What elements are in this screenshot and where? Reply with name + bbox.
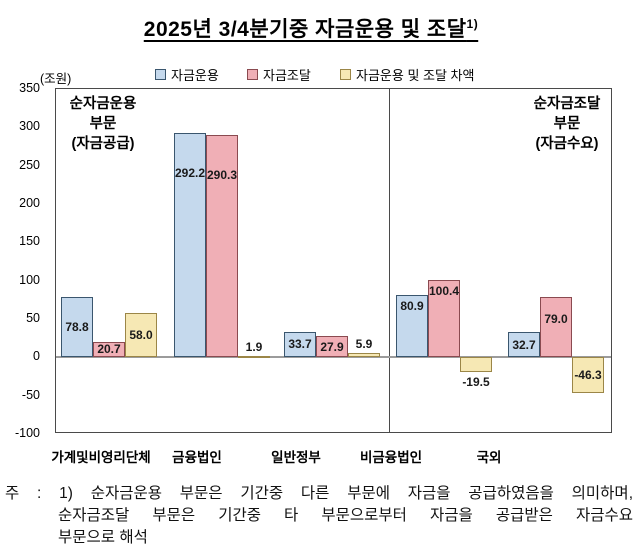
bar-자금조달 [93, 341, 125, 358]
legend-item-funds-use: 자금운용 [155, 66, 219, 83]
legend-swatch-yellow-icon [340, 68, 351, 80]
value-label: 32.7 [512, 337, 536, 352]
bar-자금조달 [316, 335, 348, 358]
y-tick-label: -50 [21, 388, 40, 402]
value-label: 100.4 [428, 284, 460, 299]
bar-자금운용 [174, 133, 206, 358]
footnote: 주 : 1) 순자금운용 부문은 기간중 다른 부문에 자금을 공급하였음을 의… [5, 483, 633, 549]
legend-swatch-pink-icon [247, 68, 258, 80]
unit-label: (조원) [40, 72, 72, 86]
value-label: 292.2 [174, 166, 206, 181]
legend-swatch-blue-icon [155, 68, 166, 80]
section-line: 부문 [553, 116, 581, 132]
value-label: 33.7 [288, 337, 312, 352]
bar-자금운용 및 조달 차액 [348, 352, 380, 358]
value-label: 79.0 [544, 311, 568, 326]
value-label: 78.8 [65, 320, 89, 335]
bar-자금운용 [284, 331, 316, 358]
value-label: 58.0 [129, 328, 153, 343]
y-tick-label: 250 [19, 158, 40, 172]
page-title: 2025년 3/4분기중 자금운용 및 조달1) [0, 13, 622, 43]
category-label: 국외 [476, 450, 502, 465]
footnote-line: 주 : 1) 순자금운용 부문은 기간중 다른 부문에 자금을 공급하였음을 의… [5, 485, 633, 502]
value-label: -46.3 [574, 368, 602, 383]
y-tick-label: -100 [14, 426, 40, 440]
value-label: -19.5 [462, 375, 490, 390]
y-tick-label: 350 [19, 81, 40, 95]
category-label: 일반정부 [271, 450, 321, 465]
legend-label: 자금운용 [171, 67, 219, 83]
bar-자금조달 [428, 280, 460, 358]
y-tick-label: 200 [19, 196, 40, 210]
bar-자금운용 및 조달 차액 [238, 355, 270, 358]
value-label: 5.9 [355, 336, 373, 351]
value-label: 27.9 [320, 339, 344, 354]
value-label: 80.9 [400, 299, 424, 314]
title-text: 2025년 3/4분기중 자금운용 및 조달 [143, 18, 467, 41]
title-footnote-marker: 1) [466, 17, 479, 31]
section-label-net-borrowing: 순자금조달 부문 (자금수요) [522, 94, 612, 154]
bar-자금조달 [206, 134, 238, 358]
legend-item-difference: 자금운용 및 조달 차액 [340, 66, 475, 83]
value-label: 1.9 [245, 339, 263, 354]
legend-label: 자금조달 [263, 67, 311, 83]
bar-자금운용 [508, 332, 540, 358]
y-tick-label: 300 [19, 119, 40, 133]
section-line: 순자금조달 [533, 96, 601, 112]
value-label: 290.3 [206, 167, 238, 182]
bar-자금운용 [396, 295, 428, 358]
y-tick-label: 50 [26, 311, 40, 325]
bar-자금운용 및 조달 차액 [460, 357, 492, 373]
section-label-net-lending: 순자금운용 부문 (자금공급) [58, 94, 148, 154]
y-tick-label: 150 [19, 234, 40, 248]
footnote-line: 부문으로 해석 [58, 529, 148, 546]
legend-item-funds-raised: 자금조달 [247, 66, 311, 83]
section-line: 순자금운용 [69, 96, 137, 112]
bar-자금조달 [540, 296, 572, 358]
plot-area: 순자금운용 부문 (자금공급) 순자금조달 부문 (자금수요) 78.8 20.7… [55, 88, 612, 433]
section-divider [389, 89, 390, 432]
section-line: (자금공급) [71, 136, 135, 152]
section-line: (자금수요) [535, 136, 599, 152]
footnote-line: 순자금조달 부문은 기간중 타 부문으로부터 자금을 공급받은 자금수요 [58, 507, 633, 524]
bar-자금운용 및 조달 차액 [125, 312, 157, 358]
bar-자금운용 및 조달 차액 [572, 357, 604, 393]
category-label: 비금융법인 [359, 450, 423, 465]
y-tick-label: 0 [33, 349, 40, 363]
category-label: 가계및비영리단체 [51, 450, 151, 465]
value-label: 20.7 [97, 342, 121, 357]
y-tick-label: 100 [19, 273, 40, 287]
section-line: 부문 [89, 116, 117, 132]
legend-label: 자금운용 및 조달 차액 [356, 67, 475, 83]
bar-자금운용 [61, 296, 93, 358]
category-label: 금융법인 [172, 450, 222, 465]
